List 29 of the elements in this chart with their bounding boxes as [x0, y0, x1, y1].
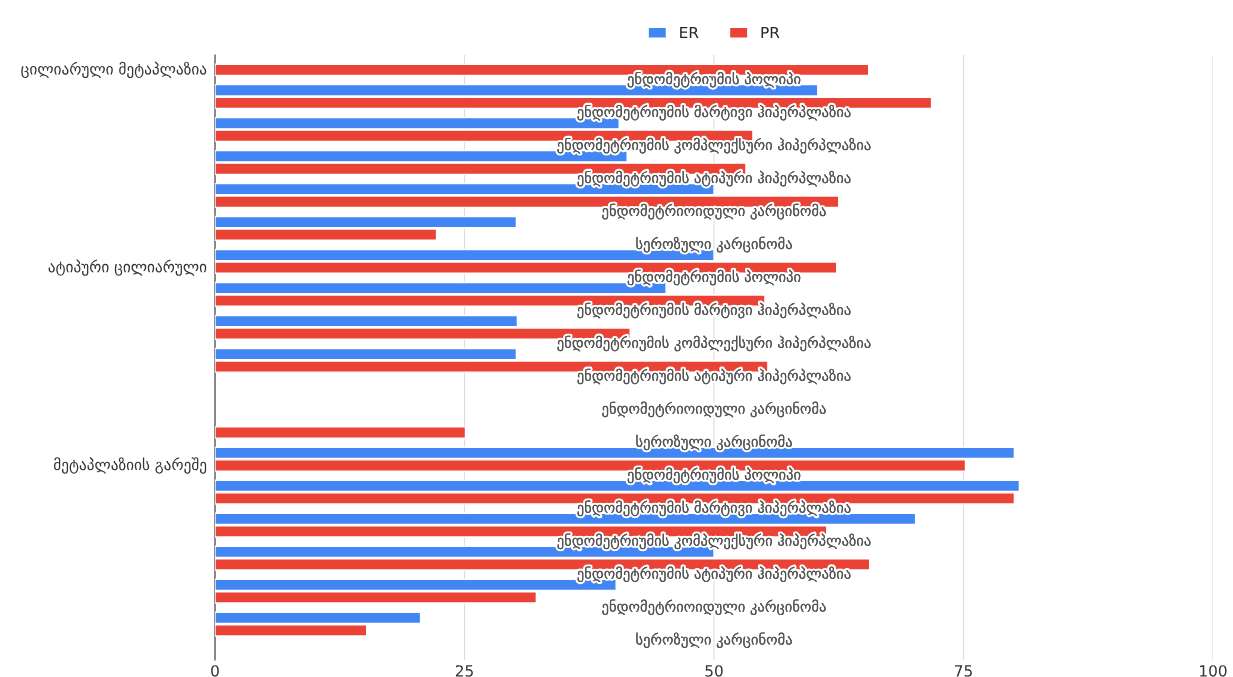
legend-label: PR — [761, 26, 780, 39]
bar — [215, 426, 467, 439]
y-tick-label: ენდომეტრიუმის მარტივი ჰიპერპლაზია — [577, 104, 851, 121]
y-tick-label: ენდომეტრიუმის ატიპური ჰიპერპლაზია — [577, 170, 851, 187]
y-tick-label: ენდომეტრიუმის მარტივი ჰიპერპლაზია — [577, 500, 851, 517]
legend-label: ER — [680, 26, 699, 39]
text: ატიპური ცილიარული — [48, 259, 207, 276]
y-tick-label: ენდომეტრიოიდული კარცინომა — [602, 599, 826, 616]
y-tick-label: ენდომეტრიუმის პოლიპი — [627, 71, 801, 88]
y-tick-label: ენდომეტრიუმის კომპლექსური ჰიპერპლაზია — [557, 533, 871, 550]
y-tick-label: ენდომეტრიუმის ატიპური ჰიპერპლაზია — [577, 566, 851, 583]
y-tick-label: ენდომეტრიუმის კომპლექსური ჰიპერპლაზია — [557, 335, 871, 352]
y-tick-label: სეროზული კარცინომა — [636, 434, 792, 451]
y-tick-label: ენდომეტრიუმის ატიპური ჰიპერპლაზია — [577, 368, 851, 385]
x-tick-label: 25 — [455, 665, 473, 677]
y-tick-label: ენდომეტრიოიდული კარცინომა — [602, 401, 826, 418]
x-tick-label: 50 — [705, 665, 723, 677]
text: ცილიარული მეტაპლაზია — [21, 61, 207, 79]
y-tick-label: ენდომეტრიუმის მარტივი ჰიპერპლაზია — [577, 302, 851, 319]
y-tick-label: სეროზული კარცინომა — [636, 236, 792, 253]
text: მეტაპლაზიის გარეშე — [53, 457, 207, 474]
y-tick-label: ენდომეტრიოიდული კარცინომა — [602, 203, 826, 220]
y-tick-label: ენდომეტრიუმის პოლიპი — [627, 467, 801, 484]
x-tick-label: 75 — [955, 665, 972, 677]
x-tick-label: 0 — [211, 665, 219, 677]
x-tick-label: 100 — [1200, 665, 1227, 677]
y-tick-label: ენდომეტრიუმის პოლიპი — [627, 269, 801, 286]
y-tick-label: სეროზული კარცინომა — [636, 632, 792, 649]
y-tick-label: ენდომეტრიუმის კომპლექსური ჰიპერპლაზია — [557, 137, 871, 154]
